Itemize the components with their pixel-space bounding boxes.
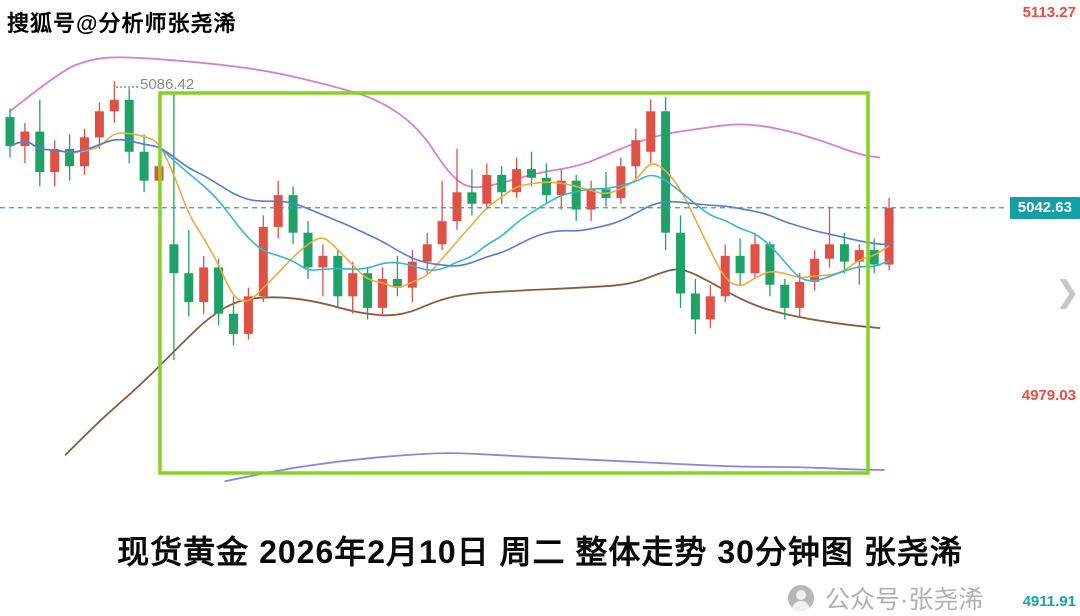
- wechat-account-icon: [788, 585, 814, 611]
- current-price-tag: 5042.63: [1009, 197, 1080, 219]
- lower-band-line: [64, 268, 881, 456]
- high-annotation-label: 5086.42: [140, 76, 195, 93]
- watermark-wechat-text: 公众号·张尧浠: [825, 586, 984, 614]
- long-cycle-line: [224, 452, 885, 483]
- highlight-box: [158, 91, 870, 475]
- annotations: [0, 91, 1008, 475]
- price-label-mid-low: 4979.03: [1021, 387, 1076, 404]
- candles: [5, 81, 894, 360]
- watermark-sohu: 搜狐号@分析师张尧浠: [7, 11, 237, 36]
- scroll-right-icon[interactable]: ❯: [1054, 276, 1080, 309]
- annotation-leader-line: [116, 86, 138, 88]
- price-label-high: 5113.27: [1022, 4, 1076, 21]
- price-label-low: 4911.91: [1022, 593, 1076, 610]
- chart-caption: 现货黄金 2026年2月10日 周二 整体走势 30分钟图 张尧浠: [117, 534, 963, 570]
- watermark-wechat: 公众号·张尧浠: [788, 580, 983, 616]
